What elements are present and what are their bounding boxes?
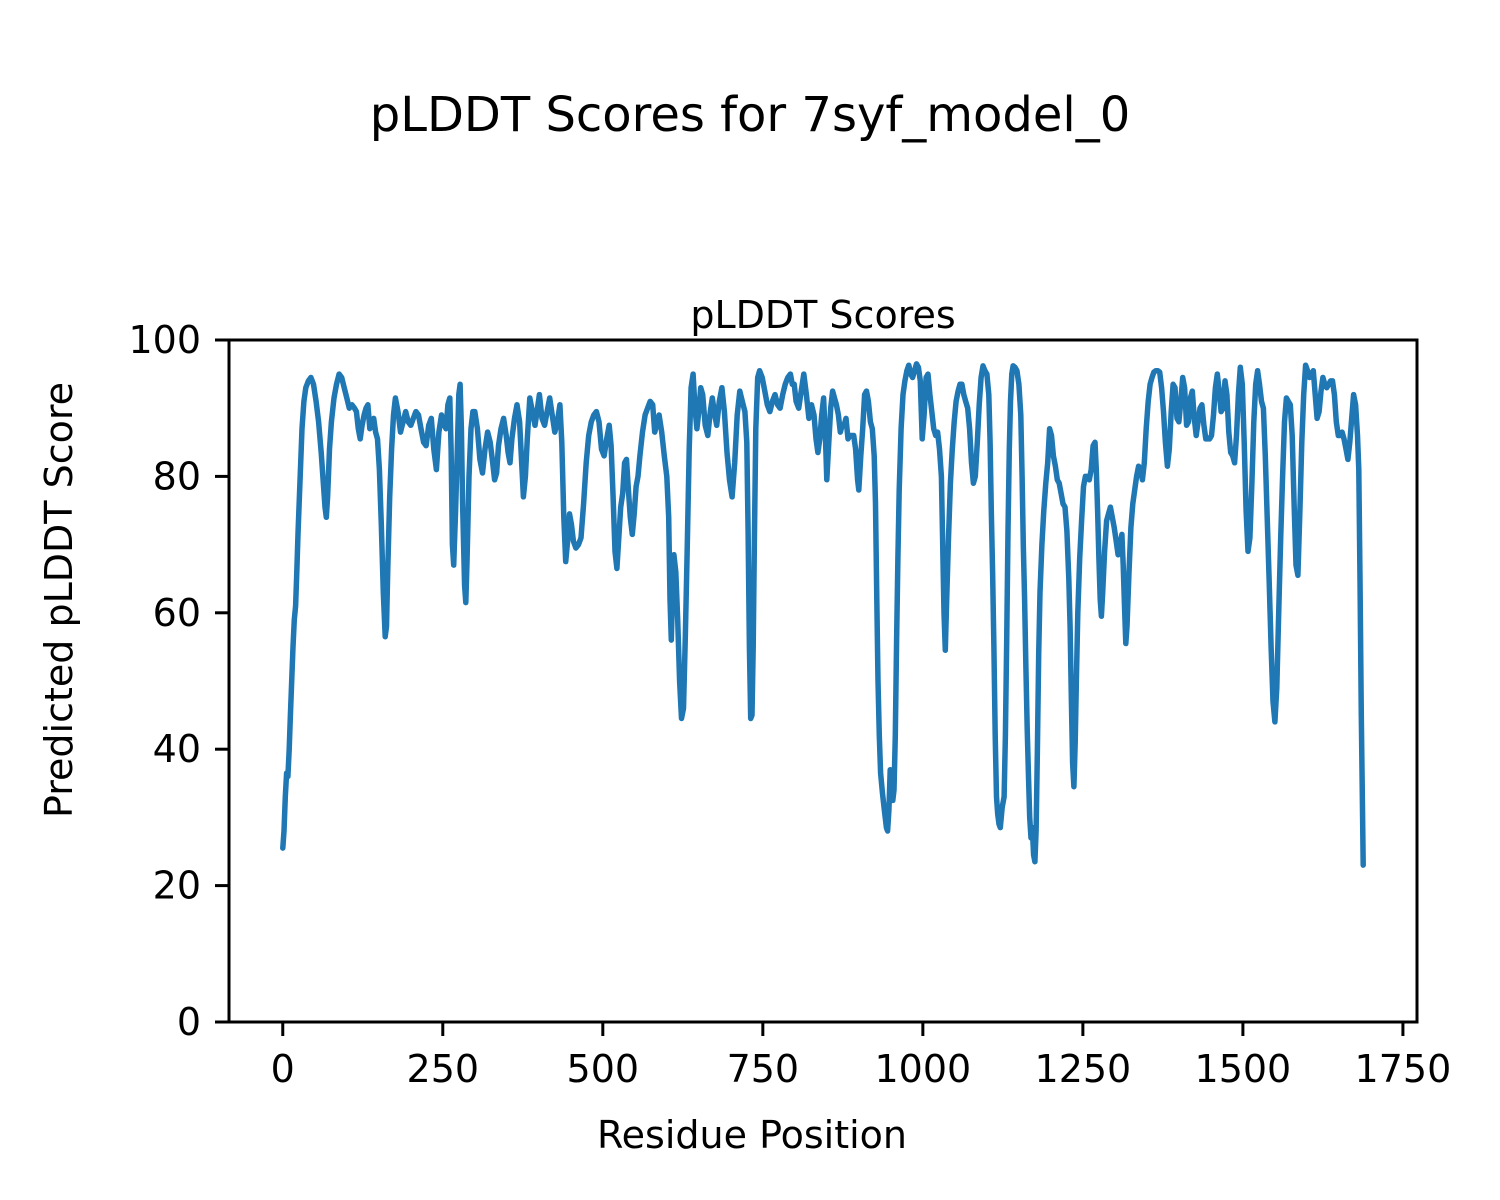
y-tick-label: 40 bbox=[153, 727, 201, 771]
y-tick-label: 60 bbox=[153, 591, 201, 635]
x-tick-label: 750 bbox=[727, 1047, 800, 1091]
x-axis-label: Residue Position bbox=[597, 1113, 907, 1157]
y-tick-label: 20 bbox=[153, 864, 201, 908]
x-tick-label: 500 bbox=[567, 1047, 640, 1091]
axes-title: pLDDT Scores bbox=[690, 293, 955, 337]
x-tick-label: 1250 bbox=[1035, 1047, 1132, 1091]
x-axis: 0 250 500 750 1000 1250 1500 1750 bbox=[271, 1022, 1452, 1091]
x-tick-label: 1000 bbox=[874, 1047, 971, 1091]
plddt-line bbox=[280, 361, 1366, 868]
figure-title: pLDDT Scores for 7syf_model_0 bbox=[370, 87, 1131, 143]
x-tick-label: 0 bbox=[271, 1047, 295, 1091]
y-tick-label: 0 bbox=[177, 1000, 201, 1044]
y-axis: 0 20 40 60 80 100 bbox=[128, 318, 229, 1044]
y-tick-label: 80 bbox=[153, 454, 201, 498]
plot-area bbox=[227, 338, 1419, 1024]
y-tick-label: 100 bbox=[128, 318, 201, 362]
y-axis-label: Predicted pLDDT Score bbox=[37, 382, 81, 818]
x-tick-label: 250 bbox=[407, 1047, 480, 1091]
x-tick-label: 1750 bbox=[1355, 1047, 1452, 1091]
x-tick-label: 1500 bbox=[1195, 1047, 1292, 1091]
